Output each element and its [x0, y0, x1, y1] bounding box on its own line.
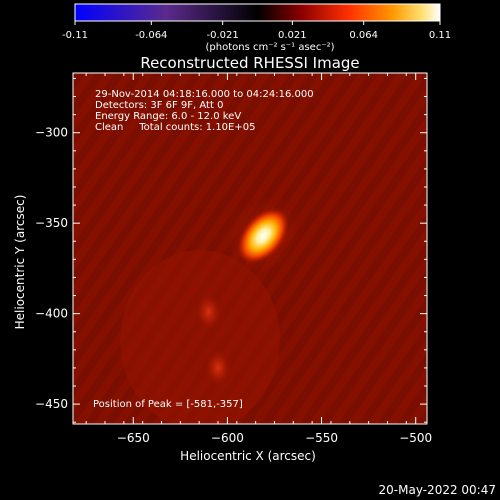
- info-line: 29-Nov-2014 04:18:16.000 to 04:24:16.000: [95, 89, 314, 100]
- x-tick-label: −550: [305, 431, 338, 445]
- y-tick-label: −300: [35, 126, 68, 140]
- peak-position-label: Position of Peak = [-581,-357]: [93, 399, 243, 410]
- colorbar-units: (photons cm⁻² s⁻¹ asec⁻²): [205, 42, 334, 53]
- info-line: Detectors: 3F 6F 9F, Att 0: [95, 100, 223, 111]
- y-tick-label: −350: [35, 216, 68, 230]
- plot-frame: [72, 72, 428, 425]
- weak-source: [203, 347, 232, 388]
- y-axis-label: Heliocentric Y (arcsec): [13, 195, 27, 330]
- colorbar-tick-label: -0.064: [135, 30, 167, 41]
- y-axis-ticks: −300 −350 −400 −450: [35, 77, 427, 423]
- peak-source: [237, 208, 289, 264]
- colorbar-tick-label: 0.021: [278, 30, 307, 41]
- colorbar-tick-label: -0.021: [207, 30, 239, 41]
- image-area: [73, 73, 427, 424]
- info-annotations: 29-Nov-2014 04:18:16.000 to 04:24:16.000…: [95, 89, 314, 133]
- footer-date: 20-May-2022 00:47: [379, 483, 496, 497]
- info-line: Energy Range: 6.0 - 12.0 keV: [95, 111, 241, 122]
- x-axis-label: Heliocentric X (arcsec): [180, 449, 316, 463]
- colorbar-tick-label: 0.064: [349, 30, 378, 41]
- colorbar-ticks: -0.11 -0.064 -0.021 0.021 0.064 0.11: [62, 21, 451, 41]
- weak-source: [194, 291, 223, 332]
- chart-title: Reconstructed RHESSI Image: [140, 54, 359, 72]
- x-axis-ticks: −650 −600 −550 −500: [85, 73, 432, 445]
- colorbar: [74, 3, 441, 22]
- y-tick-label: −450: [35, 397, 68, 411]
- x-tick-label: −600: [211, 431, 244, 445]
- y-tick-label: −400: [35, 307, 68, 321]
- colorbar-tick-label: 0.11: [429, 30, 451, 41]
- sources: [194, 190, 307, 388]
- x-tick-label: −650: [117, 431, 150, 445]
- x-tick-label: −500: [399, 431, 432, 445]
- info-line: Clean Total counts: 1.10E+05: [95, 122, 255, 133]
- colorbar-tick-label: -0.11: [62, 30, 88, 41]
